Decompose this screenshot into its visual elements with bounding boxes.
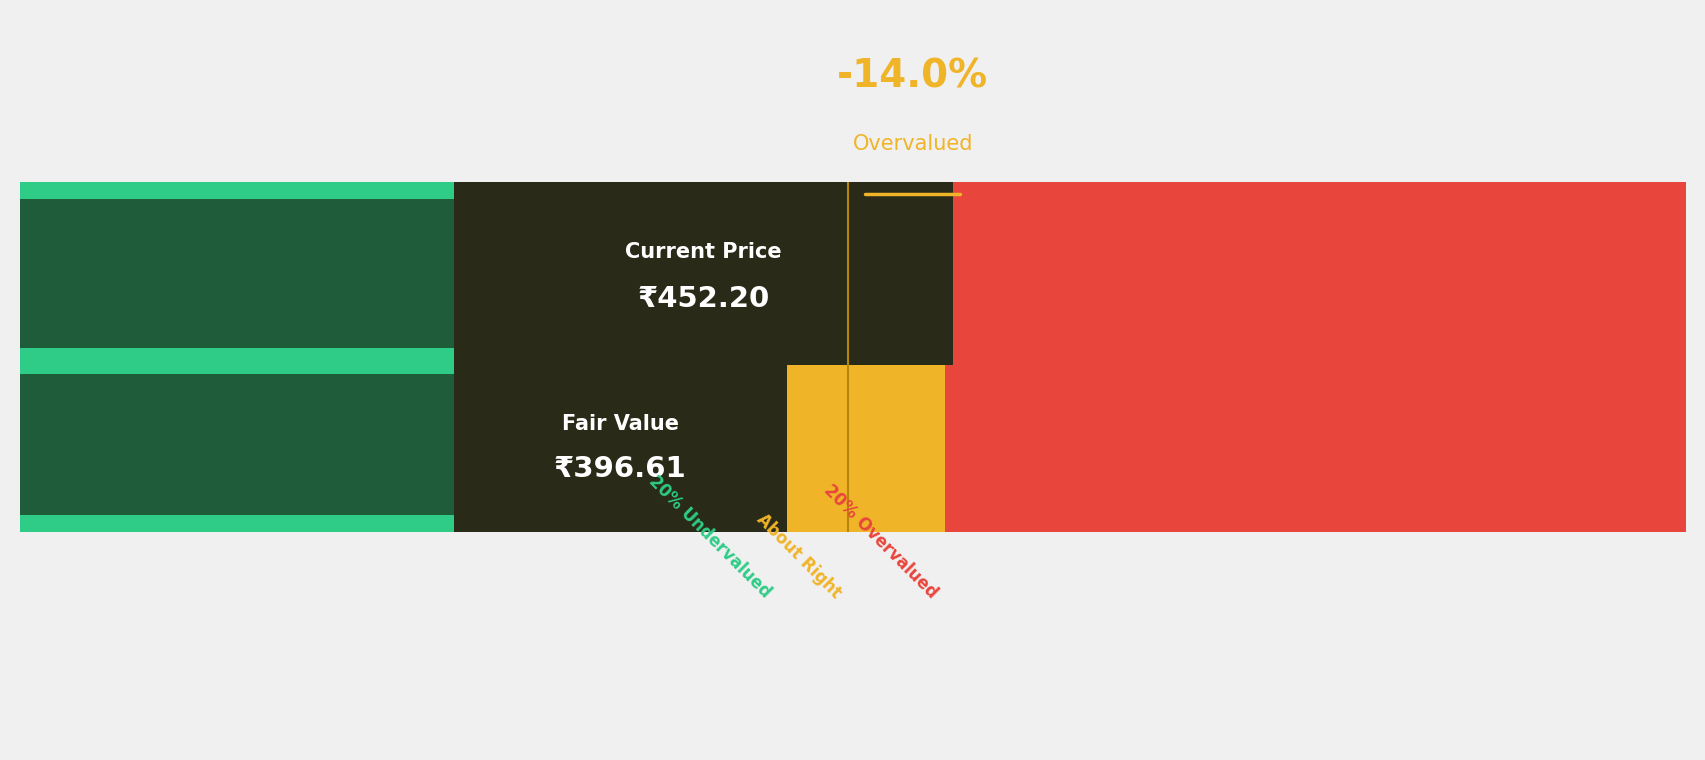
Bar (20, 199, 777, 348)
Text: Overvalued: Overvalued (852, 135, 972, 154)
Text: Fair Value: Fair Value (561, 413, 679, 434)
Text: About Right: About Right (752, 510, 844, 602)
Text: 20% Overvalued: 20% Overvalued (820, 481, 941, 602)
Text: -14.0%: -14.0% (837, 57, 987, 95)
Bar (20, 515, 777, 532)
Bar (20, 182, 777, 199)
Bar (945, 182, 1685, 365)
Bar (454, 182, 953, 365)
Bar (777, 182, 945, 365)
Text: ₹452.20: ₹452.20 (638, 285, 769, 313)
Text: ₹396.61: ₹396.61 (554, 455, 685, 483)
Bar (20, 374, 777, 515)
Bar (20, 357, 777, 374)
Bar (777, 357, 945, 532)
Bar (454, 357, 786, 532)
Text: Current Price: Current Price (624, 242, 781, 261)
Text: 20% Undervalued: 20% Undervalued (644, 473, 774, 602)
Bar (20, 348, 777, 365)
Bar (945, 357, 1685, 532)
